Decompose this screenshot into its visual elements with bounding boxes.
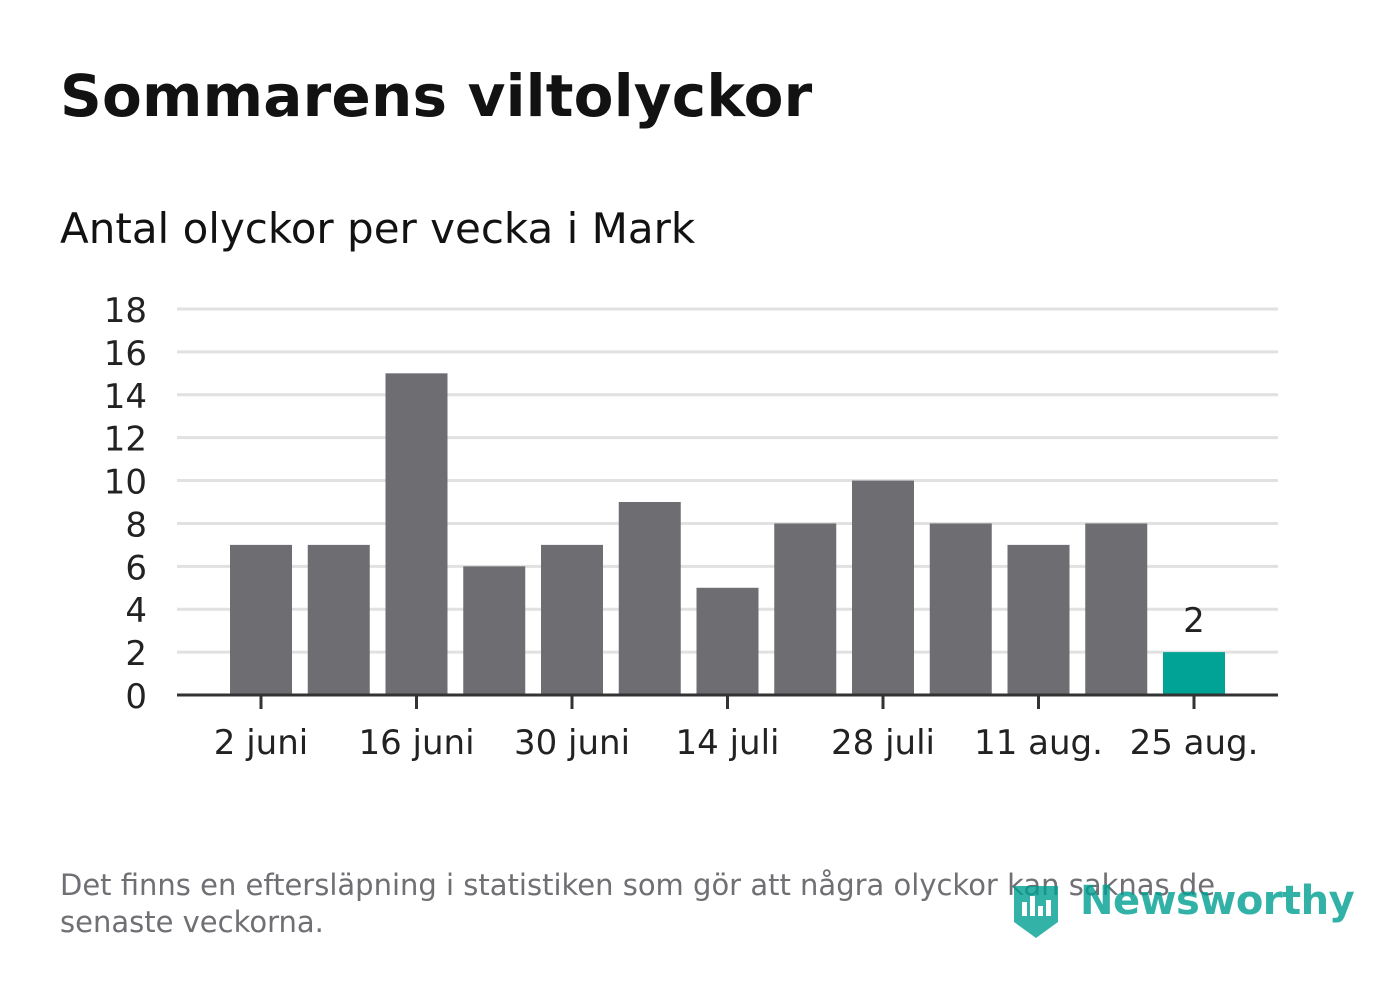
bar (307, 544, 370, 695)
y-tick-label: 2 (125, 634, 147, 674)
x-tick-label: 25 aug. (1130, 723, 1259, 763)
newsworthy-bar-chart-icon (1014, 886, 1058, 938)
y-tick-label: 4 (125, 591, 147, 631)
bar (852, 480, 914, 695)
y-tick-label: 0 (125, 677, 147, 717)
chart-subtitle: Antal olyckor per vecka i Mark (60, 204, 696, 253)
bar (929, 523, 992, 695)
y-tick-label: 16 (104, 334, 147, 374)
bar (230, 544, 292, 695)
bar (1085, 523, 1148, 695)
bar (618, 502, 681, 695)
x-tick-label: 14 juli (676, 723, 780, 763)
footnote: Det finns en eftersläpning i statistiken… (60, 868, 1216, 939)
y-tick-label: 8 (125, 505, 147, 545)
bar (385, 373, 448, 695)
y-tick-label: 6 (125, 548, 147, 588)
x-tick-label: 11 aug. (974, 723, 1103, 763)
x-axis-ticks: 2 juni 16 juni 30 juni 14 juli 28 juli 11 aug… (214, 695, 1259, 763)
bars (230, 373, 1225, 695)
bar (541, 544, 603, 695)
newsworthy-logo: Newsworthy (1010, 878, 1355, 942)
bar (1007, 544, 1070, 695)
y-tick-label: 10 (104, 463, 147, 503)
y-tick-label: 18 (104, 291, 147, 331)
chart-title: Sommarens viltolyckor (60, 62, 813, 130)
logo-wordmark: Newsworthy (1080, 878, 1355, 924)
data-labels: 2 (1183, 601, 1205, 641)
data-label: 2 (1183, 601, 1205, 641)
bar (463, 566, 526, 695)
x-tick-label: 28 juli (831, 723, 935, 763)
x-tick-label: 30 juni (514, 723, 630, 763)
bar-highlight (1163, 652, 1225, 695)
y-tick-label: 14 (104, 377, 147, 417)
y-tick-label: 12 (104, 420, 147, 460)
x-tick-label: 16 juni (358, 723, 474, 763)
bar (696, 587, 759, 695)
x-tick-label: 2 juni (214, 723, 308, 763)
bar (774, 523, 837, 695)
